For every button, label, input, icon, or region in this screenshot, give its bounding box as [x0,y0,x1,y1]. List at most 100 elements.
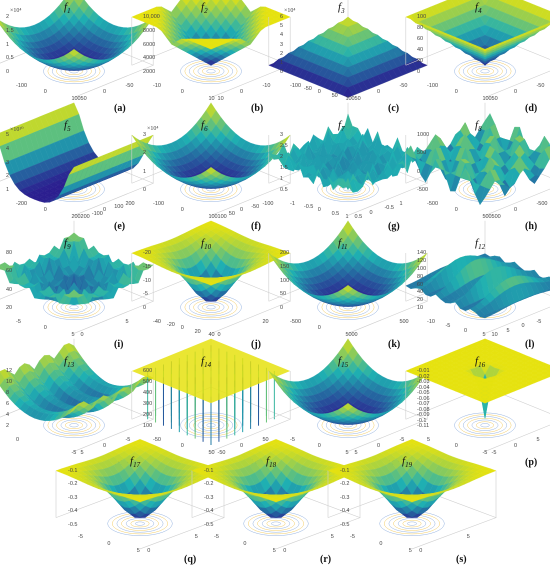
y-tick-label: 10 [491,332,498,339]
z-tick-label: -0.1 [204,468,214,474]
function-title: f7 [338,119,345,134]
surface-mesh [0,0,154,71]
z-tick-label: -0.1 [417,417,427,424]
surface-plot-f1 [0,0,154,98]
y-tick-label: 200 [80,214,90,221]
panel-label: (s) [456,554,467,565]
y-tick-label: -5 [399,436,405,443]
y-tick-label: -100 [91,210,103,217]
z-tick-label: 4000 [143,55,156,62]
y-tick-label: -50 [399,82,408,89]
surface-mesh [131,102,291,189]
y-tick-label: 0 [514,89,518,96]
z-tick-label: -10 [143,277,151,284]
y-tick-label: -100 [262,200,274,207]
z-tick-label: 2 [143,150,147,157]
x-tick-label: -5 [290,436,295,443]
z-tick-label: -0.08 [417,406,430,413]
z-tick-label: 8 [6,390,10,397]
z-tick-label: -0.2 [68,481,78,488]
panel-label: (f) [251,221,261,232]
x-tick-label: 0 [180,207,184,214]
z-tick-label: -0.4 [68,508,78,515]
y-tick-label: 0 [240,207,244,214]
z-tick-label: 500 [417,150,427,157]
x-tick-label: 5 [272,547,276,554]
x-tick-label: 0 [180,89,184,96]
y-tick-label: 0 [514,443,518,450]
z-tick-label: 5 [280,23,284,30]
z-tick-label: -0.03 [417,379,430,386]
panel-label: (k) [388,339,401,350]
surface-plot-f5 [0,102,154,216]
z-tick-label: 3 [280,41,284,48]
x-tick-label: 1 [345,214,349,221]
z-tick-label: 1 [6,187,10,194]
z-tick-label: 150 [280,263,290,270]
function-title: f4 [475,1,482,16]
x-tick-label: 5 [345,450,349,457]
y-tick-label: -0.5 [384,205,394,212]
y-tick-label: 50 [228,210,235,217]
y-tick-label: 0 [103,443,107,450]
y-tick-label: 0 [240,89,244,96]
function-title: f11 [338,237,348,252]
subplot-f10: f10 -20 -15 -10 -5 0 -40 -20 0 20 40 0 20 (j) [131,220,291,353]
x-tick-label: -40 [153,318,161,325]
subplot-f3: f3 ×10⁴ 6 5 4 3 2 1 0 -100 -50 0 50 100 50 0 -50 (c) [268,0,428,117]
x-tick-label: -5 [78,534,83,541]
surface-mesh [0,342,154,421]
z-tick-label: 10,000 [143,14,160,20]
z-tick-label: -0.5 [340,521,350,528]
y-tick-label: 50 [80,96,87,103]
surface-plot-f13 [0,338,154,452]
surface-mesh [55,439,225,518]
y-tick-label: 1 [399,200,403,207]
y-tick-label: 0 [103,89,107,96]
subplot-f6: f6 ×10⁴ 3 2 1 0 -100 0 100 100 50 0 -50 -100 (f) [131,102,291,235]
surface-mesh [268,16,428,98]
z-tick-label: 5 [6,132,10,138]
surface-mesh [405,338,550,419]
x-tick-label: 0.5 [331,210,340,217]
z-tick-label: 0 [417,168,421,175]
surface-mesh [268,220,428,307]
z-tick-label: 50 [280,291,287,298]
z-tick-label: -0.5 [68,521,78,528]
surface-plot-f3 [268,0,428,98]
function-title: f13 [64,355,75,370]
x-tick-label: 0 [16,436,20,443]
z-tick-label: 10 [6,379,13,386]
z-tick-label: 0 [280,305,284,312]
x-tick-label: 0 [43,207,47,214]
z-tick-label: 2 [280,154,284,161]
x-tick-label: -20 [166,321,175,328]
z-tick-label: 0 [143,305,147,312]
y-tick-label: -5 [491,450,497,457]
z-tick-label: 140 [417,250,427,256]
x-tick-label: 0 [454,443,458,450]
z-tick-label: 1 [143,168,147,175]
x-tick-label: 0 [243,541,247,548]
y-tick-label: 500 [491,214,501,221]
subplot-f4: f4 100 80 60 40 20 0 -100 0 100 50 0 -50 (d) [405,0,550,117]
y-tick-label: 100 [217,214,227,221]
surface-mesh [405,113,550,206]
surface-plot-f11 [268,220,428,334]
subplot-f2: f2 10,000 8000 6000 4000 2000 -10 0 10 10 0 -10 (b) [131,0,291,117]
y-tick-label: -50 [125,82,134,89]
panel-label: (d) [525,103,538,114]
surface-mesh [131,338,291,446]
z-tick-label: 0 [417,69,421,76]
z-tick-label: -0.11 [417,423,430,430]
y-tick-label: 5 [354,450,358,457]
y-tick-label: -50 [217,450,226,457]
x-tick-label: 0 [379,541,383,548]
x-tick-label: 40 [208,332,215,339]
x-tick-label: -5 [71,450,77,457]
z-tick-label: 2 [6,14,10,20]
z-tick-label: 400 [143,390,153,397]
subplot-f18: f18 -0.1 -0.2 -0.3 -0.4 -0.5 -5 0 5 0 5 (r) [191,439,361,568]
surface-mesh [131,0,291,66]
